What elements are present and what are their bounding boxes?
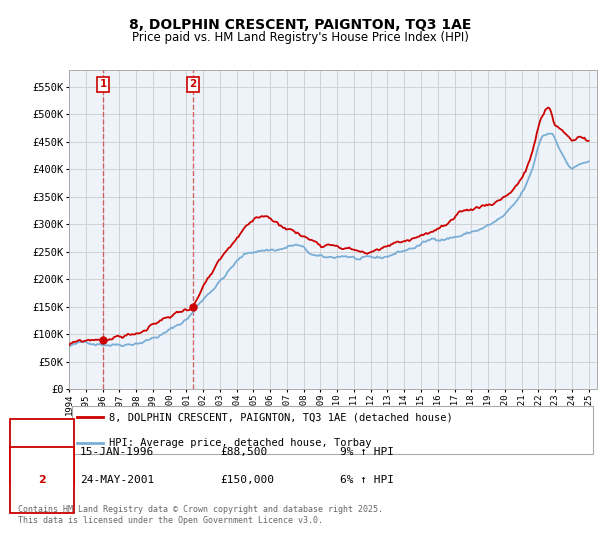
Text: 1: 1 [100,80,107,90]
Text: 6% ↑ HPI: 6% ↑ HPI [340,475,394,485]
Text: 8, DOLPHIN CRESCENT, PAIGNTON, TQ3 1AE (detached house): 8, DOLPHIN CRESCENT, PAIGNTON, TQ3 1AE (… [109,412,452,422]
Text: 2: 2 [189,80,196,90]
Text: Contains HM Land Registry data © Crown copyright and database right 2025.
This d: Contains HM Land Registry data © Crown c… [18,505,383,525]
Text: £88,500: £88,500 [220,447,267,457]
FancyBboxPatch shape [71,406,593,454]
Text: HPI: Average price, detached house, Torbay: HPI: Average price, detached house, Torb… [109,437,371,447]
Text: Price paid vs. HM Land Registry's House Price Index (HPI): Price paid vs. HM Land Registry's House … [131,31,469,44]
Text: 24-MAY-2001: 24-MAY-2001 [80,475,154,485]
Text: 8, DOLPHIN CRESCENT, PAIGNTON, TQ3 1AE: 8, DOLPHIN CRESCENT, PAIGNTON, TQ3 1AE [129,18,471,32]
Text: 1: 1 [38,447,46,457]
Text: £150,000: £150,000 [220,475,274,485]
Text: 2: 2 [38,475,46,485]
Text: 9% ↑ HPI: 9% ↑ HPI [340,447,394,457]
Text: 15-JAN-1996: 15-JAN-1996 [80,447,154,457]
